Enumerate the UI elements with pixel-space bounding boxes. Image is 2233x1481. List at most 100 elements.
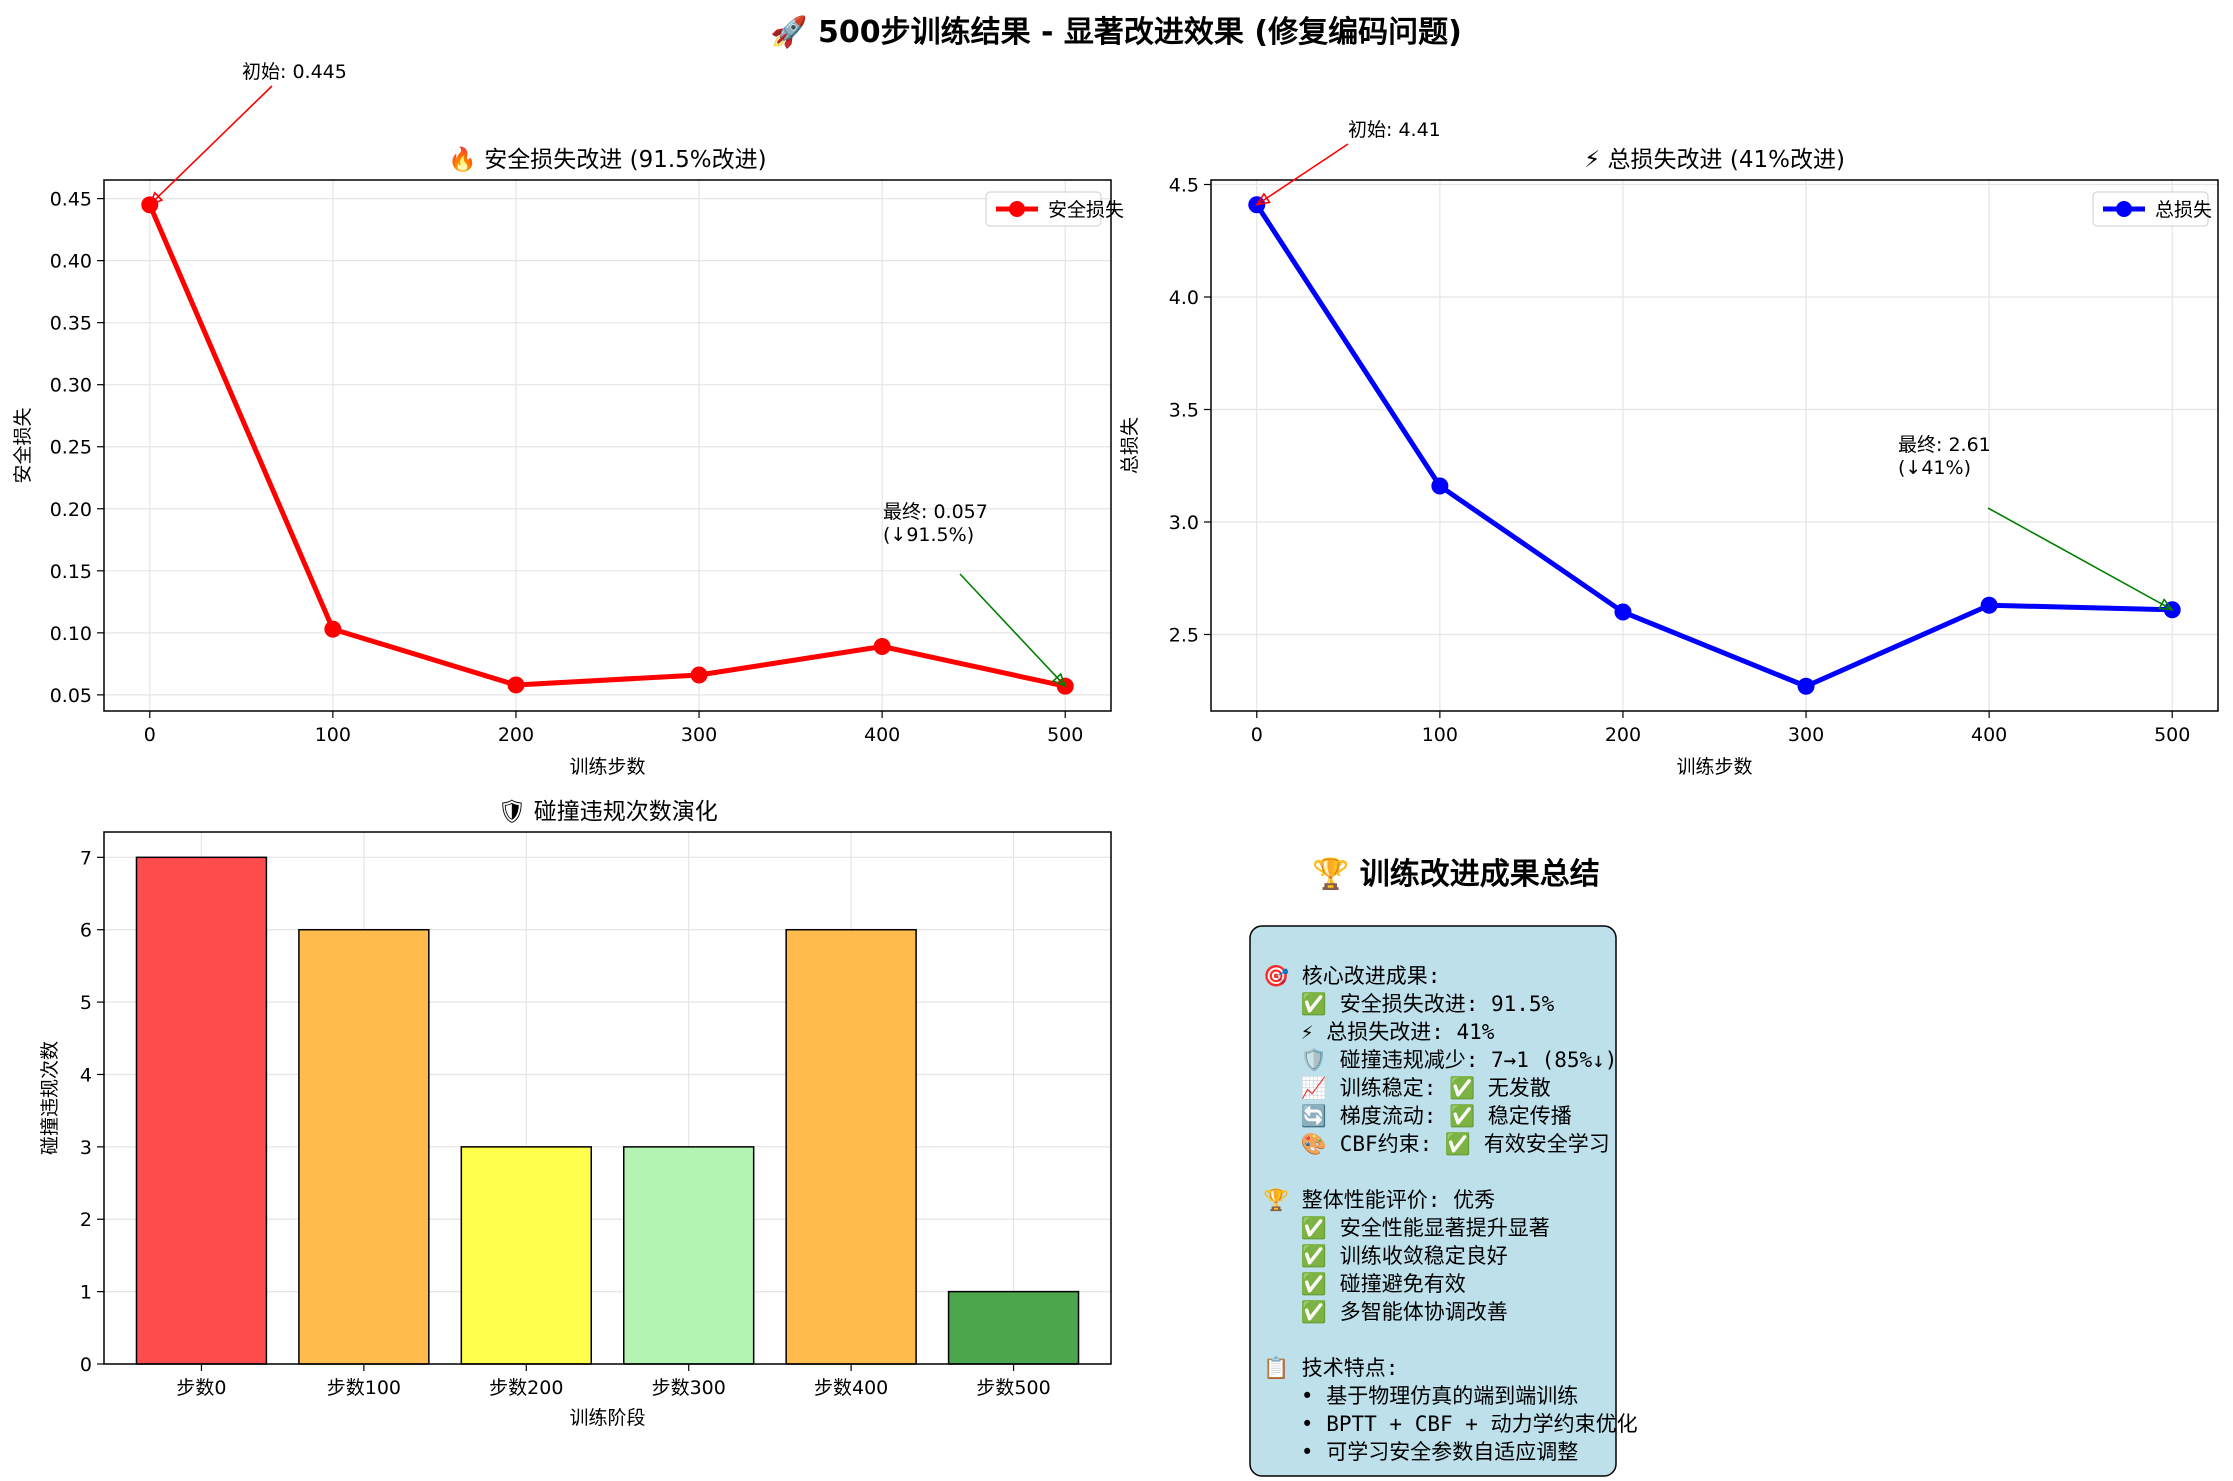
axes-frame [103, 179, 1112, 712]
y-tick-label: 0.25 [50, 437, 92, 459]
annotation-arrowhead [148, 191, 164, 207]
summary-line: 🎯 核心改进成果: [1263, 964, 1440, 988]
series-line [147, 203, 1066, 689]
y-tick-label: 0.40 [50, 251, 92, 273]
legend-box [985, 191, 1102, 227]
summary-line: ✅ 训练收敛稳定良好 [1263, 1243, 1508, 1268]
annotation-arrowhead [1255, 192, 1271, 206]
annotation-text: 初始: 0.445 [242, 61, 347, 83]
x-tick-label: 步数500 [976, 1377, 1050, 1399]
x-tick-label: 0 [1251, 724, 1263, 746]
y-tick-label: 4.0 [1169, 287, 1199, 309]
y-axis-label: 碰撞违规次数 [39, 1041, 61, 1155]
data-point [1797, 677, 1815, 695]
summary-line: ✅ 碰撞避免有效 [1263, 1271, 1466, 1296]
data-point [1980, 596, 1998, 614]
y-axis-label: 安全损失 [12, 407, 34, 483]
x-tick-label: 400 [864, 724, 900, 746]
x-tick-label: 300 [681, 724, 717, 746]
summary-line: • BPTT + CBF + 动力学约束优化 [1263, 1412, 1638, 1436]
bar [460, 1146, 593, 1365]
y-tick-label: 2 [80, 1209, 92, 1231]
legend-box [2092, 191, 2209, 227]
summary-line: • 基于物理仿真的端到端训练 [1263, 1384, 1578, 1408]
summary-box [1249, 925, 1617, 1477]
summary-line: ⚡ 总损失改进: 41% [1263, 1020, 1495, 1044]
x-tick-label: 200 [498, 724, 534, 746]
summary-line: ✅ 安全损失改进: 91.5% [1263, 991, 1555, 1016]
summary-line: 🎨 CBF约束: ✅ 有效安全学习 [1263, 1131, 1610, 1156]
collision-bar-chart: 步数0 步数100 步数200 步数300 步数400 步数500 0 1 2 3 4 5 6 7 🛡 碰撞… [39, 799, 1112, 1429]
y-tick-label: 3.0 [1169, 512, 1199, 534]
summary-panel: 🏆 训练改进成果总结 🎯 核心改进成果: ✅ 安全损失改进: 91.5% ⚡ 总… [1249, 856, 1638, 1477]
summary-line: ✅ 安全性能显著提升显著 [1263, 1215, 1550, 1240]
chart-title: 🔥 安全损失改进 (91.5%改进) [448, 146, 766, 173]
data-point [873, 637, 891, 655]
y-tick-label: 0 [80, 1354, 92, 1376]
data-point [324, 620, 342, 638]
x-axis-label: 训练步数 [1676, 756, 1752, 778]
legend-label: 总损失 [2155, 199, 2212, 221]
x-tick-label: 300 [1788, 724, 1824, 746]
y-tick-label: 3.5 [1169, 400, 1199, 422]
chart-title: 🛡 碰撞违规次数演化 [497, 799, 718, 825]
y-tick-label: 0.10 [50, 623, 92, 645]
y-tick-label: 0.30 [50, 375, 92, 397]
x-tick-label: 500 [2154, 724, 2190, 746]
y-tick-label: 6 [80, 920, 92, 942]
x-tick-label: 步数300 [652, 1377, 726, 1399]
y-tick-label: 7 [80, 847, 92, 869]
y-tick-label: 0.05 [50, 685, 92, 707]
x-axis-label: 训练步数 [569, 756, 645, 778]
figure-suptitle: 🚀 500步训练结果 - 显著改进效果 (修复编码问题) [770, 14, 1462, 50]
annotation-arrowhead [2158, 598, 2175, 611]
y-tick-label: 0.15 [50, 561, 92, 583]
data-point [690, 666, 708, 684]
y-tick-label: 5 [80, 992, 92, 1014]
total-loss-chart: 0 100 200 300 400 500 2.5 3.0 3.5 4.0 4.5 ⚡ 总损失改进 (… [1119, 119, 2219, 778]
summary-line: • 可学习安全参数自适应调整 [1263, 1440, 1578, 1464]
summary-lines: 🎯 核心改进成果: ✅ 安全损失改进: 91.5% ⚡ 总损失改进: 41% 🛡… [1263, 964, 1638, 1464]
x-tick-label: 100 [1422, 724, 1458, 746]
series-line [1254, 203, 2173, 689]
y-axis-label: 总损失 [1119, 417, 1141, 474]
summary-title: 🏆 训练改进成果总结 [1312, 856, 1600, 892]
y-tick-label: 2.5 [1169, 625, 1199, 647]
x-tick-label: 0 [144, 724, 156, 746]
axes-frame [103, 831, 1112, 1365]
summary-line: 🔄 梯度流动: ✅ 稳定传播 [1263, 1103, 1572, 1128]
x-tick-label: 步数400 [814, 1377, 888, 1399]
x-tick-label: 步数100 [327, 1377, 401, 1399]
bar [947, 1290, 1080, 1365]
data-point [1431, 477, 1449, 495]
x-tick-label: 400 [1971, 724, 2007, 746]
summary-line: 📋 技术特点: [1263, 1355, 1398, 1380]
summary-line: 🛡️ 碰撞违规减少: 7→1 (85%↓) [1263, 1047, 1617, 1072]
summary-line: 📈 训练稳定: ✅ 无发散 [1263, 1075, 1551, 1100]
safety-loss-chart: 0 100 200 300 400 500 0.05 0.10 0.15 0.20 0.25 0.30… [12, 61, 1124, 778]
data-point [507, 676, 525, 694]
bar [785, 928, 917, 1365]
x-axis-label: 训练阶段 [569, 1407, 645, 1429]
annotation-arrow [1987, 507, 2173, 611]
annotation-text: 初始: 4.41 [1348, 119, 1441, 141]
legend-marker [2116, 201, 2132, 217]
bar [622, 1146, 755, 1365]
bar [135, 856, 268, 1365]
bar [298, 928, 430, 1365]
legend-marker [1009, 201, 1025, 217]
annotation-arrowhead [1051, 672, 1067, 688]
annotation-arrow [149, 85, 273, 206]
y-tick-label: 4 [80, 1064, 92, 1086]
x-tick-label: 200 [1605, 724, 1641, 746]
summary-line: ✅ 多智能体协调改善 [1263, 1299, 1508, 1324]
x-tick-label: 步数0 [176, 1377, 226, 1399]
x-tick-label: 500 [1047, 724, 1083, 746]
annotation-text: 最终: 2.61 (↓41%) [1898, 434, 1991, 479]
annotation-arrow [959, 573, 1066, 687]
x-tick-label: 步数200 [489, 1377, 563, 1399]
y-tick-label: 0.20 [50, 499, 92, 521]
annotation-text: 最终: 0.057 (↓91.5%) [883, 501, 988, 546]
y-tick-label: 4.5 [1169, 175, 1199, 197]
